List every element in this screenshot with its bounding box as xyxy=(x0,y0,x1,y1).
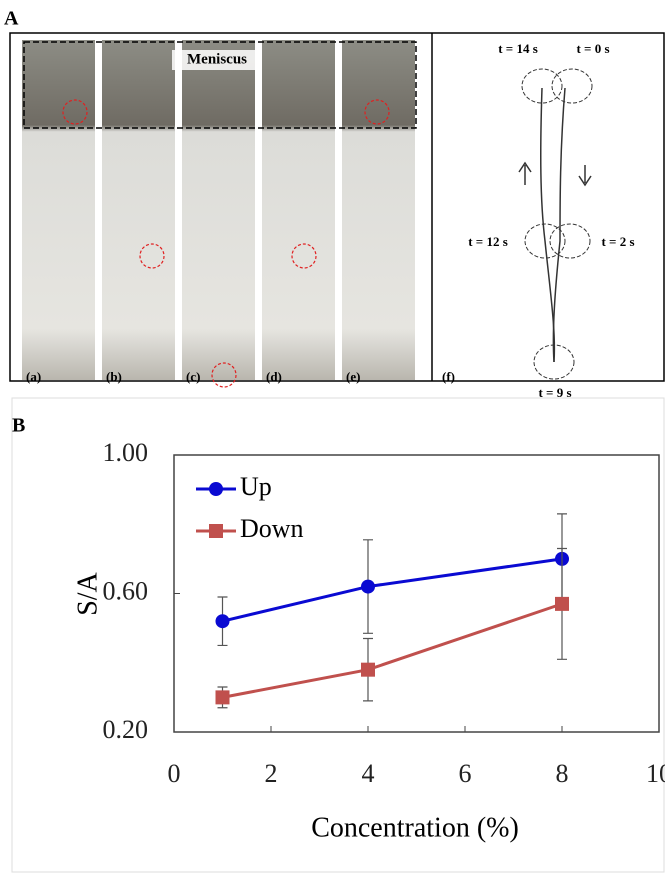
panel-label: B xyxy=(12,415,25,437)
x-tick-label: 2 xyxy=(265,759,278,788)
frame-label: (d) xyxy=(266,369,282,384)
frame-label: (f) xyxy=(442,369,455,384)
x-tick-label: 0 xyxy=(168,759,181,788)
panel-frame xyxy=(11,397,665,873)
x-tick-label: 10 xyxy=(646,759,665,788)
panel-frame xyxy=(9,32,665,382)
x-tick-label: 8 xyxy=(556,759,569,788)
marker xyxy=(361,579,375,594)
plot: 0.20 0.60 1.00 0 2 4 6 8 10 Up Down xyxy=(103,438,665,788)
y-axis-title: S/A xyxy=(72,571,103,615)
marker xyxy=(215,614,230,629)
meniscus-label: Meniscus xyxy=(187,51,247,67)
particle-circles xyxy=(62,99,390,388)
photo-strips xyxy=(22,40,415,380)
photo-strip xyxy=(102,40,175,380)
series-line xyxy=(222,557,563,623)
series-line xyxy=(222,602,563,699)
time-label: t = 9 s xyxy=(538,385,571,400)
marker xyxy=(215,690,230,705)
panel-label: A xyxy=(4,8,19,30)
legend-marker xyxy=(209,524,223,538)
frame-label: (e) xyxy=(346,369,360,384)
time-circles xyxy=(521,68,593,380)
time-label: t = 0 s xyxy=(576,41,609,56)
y-tick-label: 0.20 xyxy=(103,715,149,744)
time-label: t = 12 s xyxy=(468,234,508,249)
frame-label: (a) xyxy=(26,369,41,384)
photo-strip xyxy=(182,40,255,380)
photo-strip xyxy=(342,40,415,380)
meniscus-bg xyxy=(172,50,262,70)
legend-marker xyxy=(209,482,223,496)
meniscus-box xyxy=(23,41,417,129)
marker xyxy=(361,662,375,677)
x-tick-label: 6 xyxy=(459,759,472,788)
time-label: t = 2 s xyxy=(601,234,634,249)
photo-strip xyxy=(262,40,335,380)
frame-label: (b) xyxy=(106,369,122,384)
frame-label: (c) xyxy=(186,369,200,384)
y-tick-label: 0.60 xyxy=(103,576,149,605)
marker xyxy=(555,596,569,611)
time-label: t = 14 s xyxy=(498,41,538,56)
legend-label: Down xyxy=(240,514,304,543)
x-axis-title: Concentration (%) xyxy=(311,812,519,843)
x-tick-label: 4 xyxy=(362,759,375,788)
legend-label: Up xyxy=(240,472,272,501)
photo-strip xyxy=(22,40,95,380)
y-tick-label: 1.00 xyxy=(103,438,149,467)
trajectory xyxy=(518,87,592,363)
